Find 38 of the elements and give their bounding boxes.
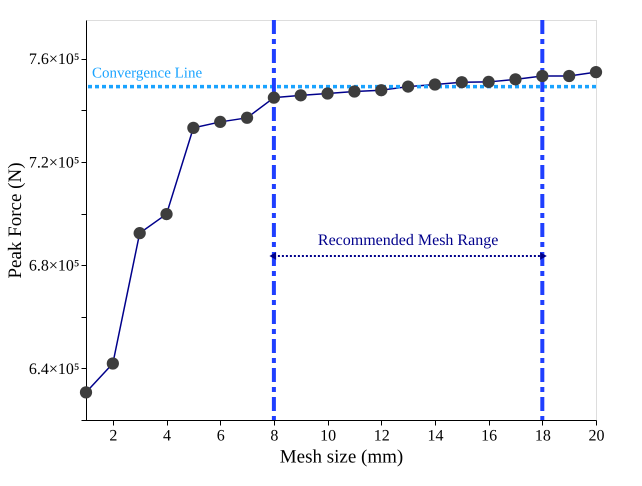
- point: [106, 357, 119, 370]
- x-tick-label: 18: [534, 428, 551, 444]
- point: [590, 66, 602, 78]
- y-tick-label: 7.2×10⁵: [28, 154, 80, 172]
- x-tick-label: 10: [320, 428, 336, 444]
- point: [536, 70, 548, 82]
- x-tick-label: 14: [427, 428, 444, 444]
- point: [187, 122, 200, 134]
- point: [134, 227, 146, 240]
- point: [482, 76, 495, 88]
- point: [402, 80, 414, 93]
- x-tick-label: 16: [481, 428, 498, 444]
- point: [563, 70, 576, 82]
- point: [294, 89, 307, 102]
- point: [456, 76, 468, 88]
- annotation: Recommended Mesh Range: [318, 232, 498, 249]
- x-tick-label: 2: [109, 428, 118, 444]
- point: [428, 78, 442, 91]
- point: [214, 116, 226, 128]
- point: [509, 73, 522, 86]
- x-tick-label: 8: [270, 428, 278, 444]
- point: [268, 92, 280, 104]
- ref-line-label: Convergence Line: [92, 66, 202, 82]
- x-axis-title: Mesh size (mm): [280, 446, 404, 468]
- x-tick-label: 6: [216, 428, 225, 444]
- x-tick-label: 12: [374, 428, 390, 444]
- point: [80, 386, 92, 398]
- point: [321, 87, 334, 100]
- y-tick-label: 7.6×10⁵: [28, 51, 80, 68]
- point: [240, 112, 254, 124]
- point: [375, 84, 388, 96]
- y-axis-title: Peak Force (N): [4, 162, 26, 279]
- x-tick-label: 4: [163, 428, 172, 444]
- y-tick-label: 6.4×10⁵: [28, 360, 80, 378]
- point: [160, 208, 173, 220]
- point: [348, 85, 361, 98]
- x-tick-label: 20: [588, 428, 604, 444]
- y-tick-label: 6.8×10⁵: [28, 258, 80, 275]
